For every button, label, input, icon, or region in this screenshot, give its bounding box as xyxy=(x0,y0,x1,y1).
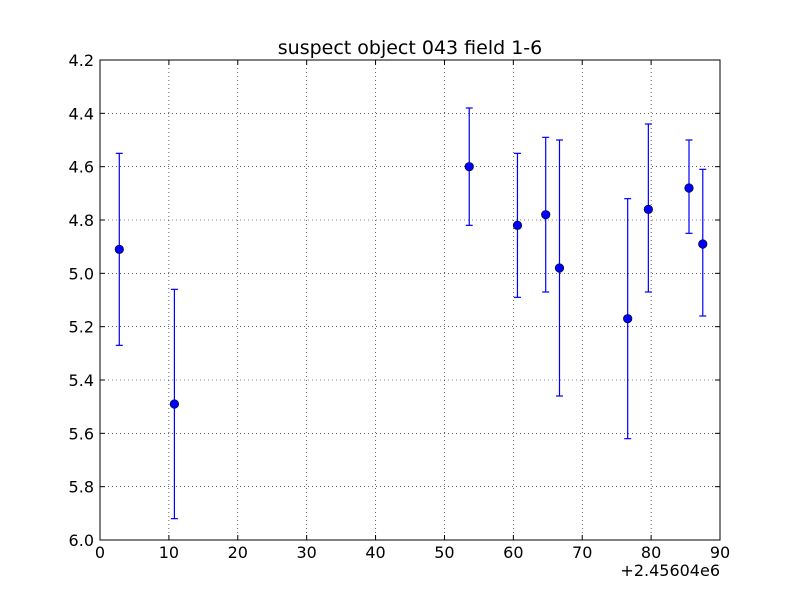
y-tick-label: 4.2 xyxy=(69,51,94,70)
x-tick-label: 60 xyxy=(503,543,523,562)
data-point xyxy=(698,239,708,249)
chart-title: suspect object 043 field 1-6 xyxy=(278,37,543,59)
x-tick-label: 50 xyxy=(434,543,454,562)
data-point xyxy=(114,244,124,254)
y-tick-label: 4.6 xyxy=(69,158,94,177)
data-point xyxy=(643,204,653,214)
data-point xyxy=(464,162,474,172)
data-point xyxy=(541,210,551,220)
y-tick-label: 4.4 xyxy=(69,104,94,123)
grid-layer xyxy=(100,60,720,540)
data-point xyxy=(169,399,179,409)
x-tick-label: 70 xyxy=(572,543,592,562)
x-tick-label: 40 xyxy=(365,543,385,562)
x-offset-label: +2.45604e6 xyxy=(620,561,720,580)
tick-layer: 0 10 20 30 40 50 60 70 80 90 4.2 4.4 4.6 4.8 5.0 5.2 5.4… xyxy=(69,51,731,562)
data-point xyxy=(623,314,633,324)
y-tick-label: 5.8 xyxy=(69,478,94,497)
x-tick-label: 0 xyxy=(95,543,105,562)
data-point xyxy=(554,263,565,273)
x-tick-label: 80 xyxy=(641,543,661,562)
y-tick-label: 5.6 xyxy=(69,424,94,443)
y-tick-label: 5.0 xyxy=(69,264,94,283)
x-tick-label: 90 xyxy=(710,543,730,562)
x-tick-label: 10 xyxy=(159,543,179,562)
data-layer xyxy=(114,107,708,520)
data-point xyxy=(684,183,694,193)
x-tick-label: 30 xyxy=(296,543,316,562)
y-tick-label: 5.4 xyxy=(69,371,94,390)
x-tick-label: 20 xyxy=(228,543,248,562)
data-point xyxy=(512,220,523,230)
y-tick-label: 5.2 xyxy=(69,318,94,337)
y-tick-label: 6.0 xyxy=(69,531,94,550)
y-tick-label: 4.8 xyxy=(69,211,94,230)
plot-frame xyxy=(99,59,721,541)
